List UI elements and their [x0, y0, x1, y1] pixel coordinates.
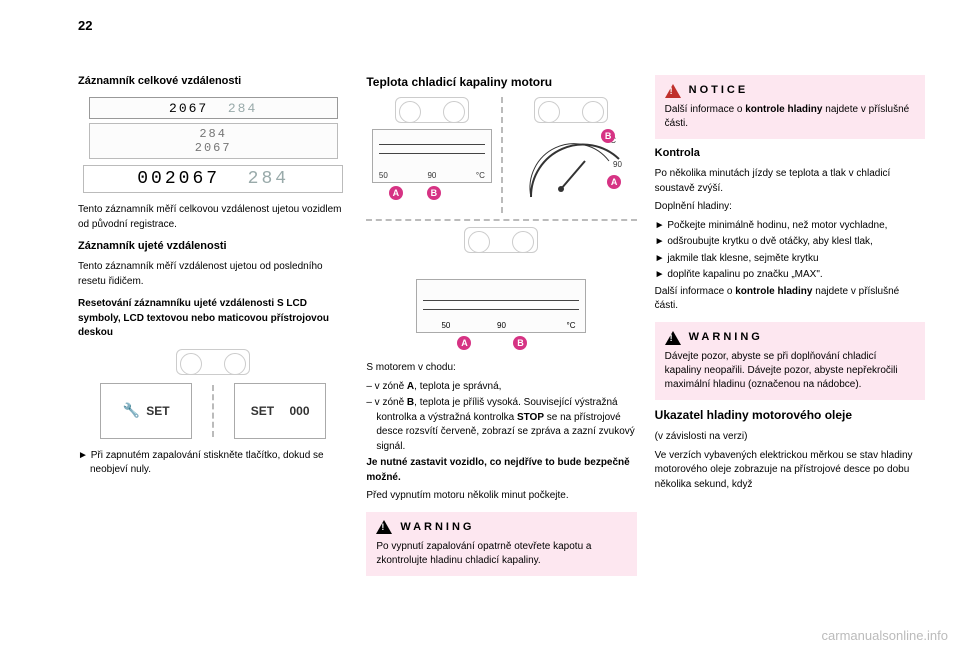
col2-lead: S motorem v chodu: [366, 361, 636, 376]
col3-warning-body: Dávejte pozor, abyste se při doplňování … [665, 350, 915, 392]
col3-p3-pre: Další informace o [655, 286, 736, 297]
col3-warning-title: WARNING [689, 330, 763, 345]
col3-notice-bold: kontrole hladiny [745, 104, 822, 115]
col3-notice-pre: Další informace o [665, 104, 746, 115]
dash-mini-icon [176, 349, 250, 375]
content-columns: Záznamník celkové vzdálenosti 2067 284 2… [78, 75, 925, 584]
col3-p2: Doplnění hladiny: [655, 200, 925, 215]
col3-p3-bold: kontrole hladiny [735, 286, 812, 297]
gauge-bottom-ticks [423, 300, 579, 310]
col1-p3: Resetování záznamníku ujeté vzdálenosti … [78, 297, 348, 341]
set-row: 🔧 SET SET 000 [100, 383, 326, 439]
dash-mini-icon-2a [395, 97, 469, 123]
odometer-row-2: 284 2067 [89, 123, 338, 159]
arc-dot-b-icon: B [601, 129, 615, 143]
col3-notice-body: Další informace o kontrole hladiny najde… [665, 103, 915, 131]
col1-tri1: Při zapnutém zapalování stiskněte tlačít… [78, 449, 348, 478]
col2-p-after: Před vypnutím motoru několik minut počke… [366, 489, 636, 504]
col3-warning-header: WARNING [665, 330, 915, 345]
col3-heading-1: Kontrola [655, 147, 925, 159]
wrench-icon: 🔧 [123, 402, 140, 419]
set-card-left: 🔧 SET [100, 383, 192, 439]
col3-notice-header: NOTICE [665, 83, 915, 98]
set-label-left: SET [146, 404, 169, 418]
col2-bullet-a-pre: v zóně [375, 381, 407, 392]
temp-illustration: 50 90 °C A B °C 90 [366, 97, 636, 351]
col3-tri4: doplňte kapalinu po značku „MAX". [655, 268, 925, 283]
col3-notice-title: NOTICE [689, 83, 749, 98]
set-zeros: 000 [289, 404, 309, 418]
dot-b-icon: B [427, 186, 441, 200]
gauge-ticks [379, 144, 485, 154]
dot-bottom-b-icon: B [513, 336, 527, 350]
col3-tri3: jakmile tlak klesne, sejměte krytku [655, 252, 925, 267]
col3-tri1: Počkejte minimálně hodinu, než motor vyc… [655, 219, 925, 234]
vertical-dashed-divider [212, 385, 214, 437]
odo-big-right: 284 [248, 169, 289, 189]
temp-horizontal-dash [366, 219, 636, 221]
gauge-bottom-90: 90 [497, 321, 506, 330]
gauge-arc: °C 90 A B [511, 129, 631, 207]
arc-dot-a-icon: A [607, 175, 621, 189]
col1-heading-1: Záznamník celkové vzdálenosti [78, 75, 348, 87]
col2-p-bold: Je nutné zastavit vozidlo, co nejdříve t… [366, 456, 636, 485]
odo-mid-top: 284 [199, 127, 227, 141]
warning-triangle-icon [376, 520, 392, 534]
odometer-row-1: 2067 284 [89, 97, 338, 119]
odo-big-left: 002067 [137, 169, 220, 189]
gauge-label-50: 50 [379, 171, 388, 180]
page-number: 22 [78, 18, 92, 33]
gauge-bottom-50: 50 [441, 321, 450, 330]
temp-grid: 50 90 °C A B °C 90 [366, 97, 636, 213]
column-2: Teplota chladicí kapaliny motoru 50 90 °… [366, 75, 636, 584]
dot-bottom-a-icon: A [457, 336, 471, 350]
gauge-linear-bottom: 50 90 °C A B [416, 279, 586, 333]
odometer-row-3: 002067 284 [83, 165, 343, 193]
notice-triangle-icon [665, 84, 681, 98]
dot-a-icon: A [389, 186, 403, 200]
set-card-right: SET 000 [234, 383, 326, 439]
svg-text:90: 90 [613, 160, 622, 169]
col2-warning-body: Po vypnutí zapalování opatrně otevřete k… [376, 540, 626, 568]
watermark: carmanualsonline.info [822, 628, 948, 643]
col1-p1: Tento záznamník měří celkovou vzdálenost… [78, 203, 348, 232]
gauge-bottom-c: °C [567, 321, 576, 330]
col2-bullet-b: v zóně B, teplota je příliš vysoká. Souv… [366, 396, 636, 454]
col3-p3: Další informace o kontrole hladiny najde… [655, 285, 925, 314]
odo-val-left: 2067 [169, 101, 208, 116]
col1-heading-2: Záznamník ujeté vzdálenosti [78, 240, 348, 252]
temp-vertical-dash [501, 97, 503, 213]
col2-warning-header: WARNING [376, 520, 626, 535]
col2-warning-title: WARNING [400, 520, 474, 535]
column-1: Záznamník celkové vzdálenosti 2067 284 2… [78, 75, 348, 584]
col3-warning-box: WARNING Dávejte pozor, abyste se při dop… [655, 322, 925, 400]
col3-p4: (v závislosti na verzi) [655, 430, 925, 445]
col2-bullet-b-pre: v zóně [375, 397, 407, 408]
set-label-right: SET [251, 404, 274, 418]
gauge-linear-top: 50 90 °C A B [372, 129, 492, 183]
gauge-label-90: 90 [427, 171, 436, 180]
col3-notice-box: NOTICE Další informace o kontrole hladin… [655, 75, 925, 139]
odo-val-right: 284 [228, 101, 257, 116]
col3-p5: Ve verzích vybavených elektrickou měrkou… [655, 449, 925, 493]
dash-mini-icon-2b [534, 97, 608, 123]
set-illustration: 🔧 SET SET 000 [78, 349, 348, 439]
warning-triangle-icon-2 [665, 331, 681, 345]
col2-bullet-a: v zóně A, teplota je správná, [366, 380, 636, 395]
gauge-label-c: °C [476, 171, 485, 180]
col2-heading-1: Teplota chladicí kapaliny motoru [366, 75, 636, 89]
col1-p2: Tento záznamník měří vzdálenost ujetou o… [78, 260, 348, 289]
col2-bullet-b-bold2: STOP [517, 412, 544, 423]
col3-tri2: odšroubujte krytku o dvě otáčky, aby kle… [655, 235, 925, 250]
column-3: NOTICE Další informace o kontrole hladin… [655, 75, 925, 584]
col2-bullet-a-post: , teplota je správná, [414, 381, 501, 392]
col3-p1: Po několika minutách jízdy se teplota a … [655, 167, 925, 196]
col3-heading-2: Ukazatel hladiny motorového oleje [655, 408, 925, 422]
odometer-illustration: 2067 284 284 2067 002067 284 [78, 95, 348, 193]
odo-mid-bot: 2067 [195, 141, 232, 155]
dash-mini-icon-2c [464, 227, 538, 253]
col2-warning-box: WARNING Po vypnutí zapalování opatrně ot… [366, 512, 636, 576]
